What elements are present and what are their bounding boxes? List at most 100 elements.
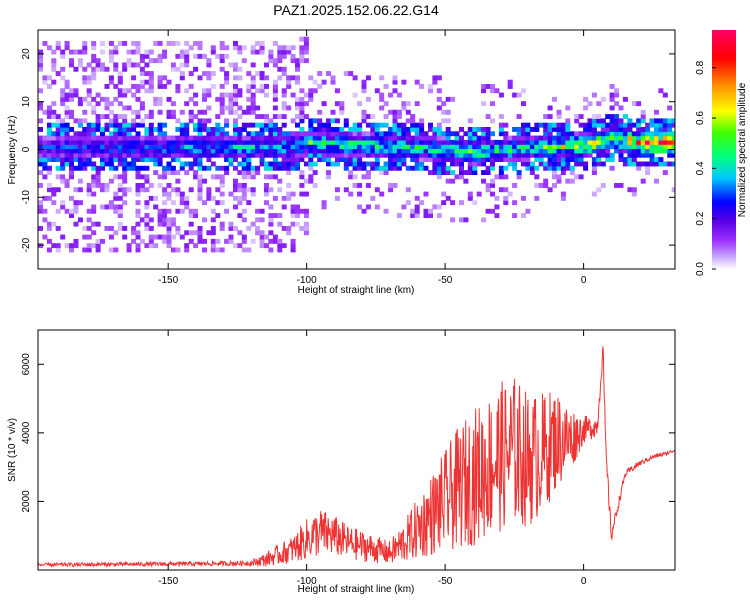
spectrogram-cell xyxy=(95,183,101,188)
spectrogram-cell xyxy=(361,139,367,145)
spectrogram-cell xyxy=(202,247,207,253)
spectrogram-cell xyxy=(290,75,296,81)
spectrogram-cell xyxy=(215,165,221,171)
spectrogram-cell xyxy=(233,41,238,46)
spectrogram-cell xyxy=(46,148,52,154)
spectrogram-cell xyxy=(538,157,544,162)
spectrogram-cell xyxy=(374,165,380,171)
spectrogram-cell xyxy=(153,96,159,102)
spectrogram-cell xyxy=(419,165,425,171)
spectrogram-cell xyxy=(521,213,526,218)
spectrogram-cell xyxy=(272,62,278,68)
spectrogram-cell xyxy=(538,139,544,145)
spectrogram-cell xyxy=(410,127,416,132)
spectrogram-cell xyxy=(667,135,673,141)
spectrogram-cell xyxy=(91,71,97,76)
spectrogram-cell xyxy=(86,139,92,145)
spectrogram-cell xyxy=(357,157,363,162)
spectrogram-cell xyxy=(210,230,216,236)
spectrogram-cell xyxy=(215,144,221,150)
spectrogram-cell xyxy=(202,200,207,206)
spectrogram-cell xyxy=(175,135,181,141)
spectrogram-cell xyxy=(552,157,557,162)
spectrogram-cell xyxy=(91,174,97,180)
spectrogram-cell xyxy=(60,144,66,150)
spectrogram-cell xyxy=(658,161,664,167)
spectrogram-cell xyxy=(51,66,57,72)
spectrogram-cell xyxy=(144,204,150,210)
spectrogram-cell xyxy=(179,127,185,132)
spectrogram-cell xyxy=(503,131,509,137)
spectrogram-cell xyxy=(654,122,659,128)
spectrogram-cell xyxy=(108,148,114,154)
spectrogram-cell xyxy=(237,127,243,132)
spectrogram-cell xyxy=(135,41,141,46)
spectrogram-cell xyxy=(122,170,128,175)
spectrogram-cell xyxy=(122,152,128,158)
spectrogram-cell xyxy=(498,131,504,137)
spectrogram-cell xyxy=(157,75,163,81)
spectrogram-cell xyxy=(383,208,389,214)
spectrogram-cell xyxy=(250,170,256,175)
spectrogram-cell xyxy=(459,170,464,175)
spectrogram-cell xyxy=(485,127,491,132)
spectrogram-cell xyxy=(388,157,394,162)
spectrogram-cell xyxy=(645,165,651,171)
spectrogram-cell xyxy=(516,170,522,175)
spectrogram-cell xyxy=(516,139,522,145)
spectrogram-cell xyxy=(233,109,238,115)
spectrogram-cell xyxy=(38,101,43,107)
spectrogram-cell xyxy=(202,118,207,124)
spectrogram-cell xyxy=(330,127,336,132)
spectrogram-cell xyxy=(423,148,429,154)
spectrogram-cell xyxy=(286,139,292,145)
spectrogram-cell xyxy=(42,148,48,154)
x-tick-label: -150 xyxy=(158,275,178,286)
spectrogram-cell xyxy=(91,41,97,46)
spectrogram-cell xyxy=(250,187,256,193)
spectrogram-cell xyxy=(250,79,256,85)
spectrogram-cell xyxy=(494,204,500,210)
spectrogram-cell xyxy=(357,161,363,167)
spectrogram-cell xyxy=(596,187,602,193)
spectrogram-cell xyxy=(95,243,101,249)
spectrogram-cell xyxy=(206,230,212,236)
spectrogram-cell xyxy=(286,165,292,171)
spectrogram-cell xyxy=(38,127,43,132)
spectrogram-cell xyxy=(233,157,238,162)
spectrogram-cell xyxy=(583,161,589,167)
spectrogram-cell xyxy=(640,118,646,124)
spectrogram-cell xyxy=(596,148,602,154)
spectrogram-x-label: Height of straight line (km) xyxy=(298,285,415,296)
spectrogram-cell xyxy=(197,174,203,180)
spectrogram-cell xyxy=(73,66,79,72)
spectrogram-cell xyxy=(268,127,274,132)
spectrogram-cell xyxy=(77,101,83,107)
spectrogram-cell xyxy=(614,122,620,128)
spectrogram-cell xyxy=(77,135,83,141)
spectrogram-cell xyxy=(512,92,518,98)
spectrogram-cell xyxy=(321,79,327,85)
spectrogram-cell xyxy=(463,131,469,137)
spectrogram-cell xyxy=(290,157,296,162)
spectrogram-cell xyxy=(605,144,611,150)
spectrogram-cell xyxy=(42,135,48,141)
spectrogram-cell xyxy=(339,109,345,115)
spectrogram-cell xyxy=(104,161,110,167)
spectrogram-cell xyxy=(91,66,97,72)
spectrogram-cell xyxy=(224,152,230,158)
spectrogram-cell xyxy=(46,152,52,158)
spectrogram-cell xyxy=(303,131,309,137)
spectrogram-cell xyxy=(352,152,358,158)
spectrogram-cell xyxy=(210,84,216,89)
spectrogram-cell xyxy=(210,135,216,141)
spectrogram-cell xyxy=(330,161,336,167)
spectrogram-cell xyxy=(428,139,433,145)
spectrogram-cell xyxy=(166,109,172,115)
spectrogram-cell xyxy=(428,148,433,154)
spectrogram-cell xyxy=(241,187,247,193)
spectrogram-cell xyxy=(95,221,101,227)
spectrogram-cell xyxy=(370,122,376,128)
spectrogram-cell xyxy=(547,161,553,167)
